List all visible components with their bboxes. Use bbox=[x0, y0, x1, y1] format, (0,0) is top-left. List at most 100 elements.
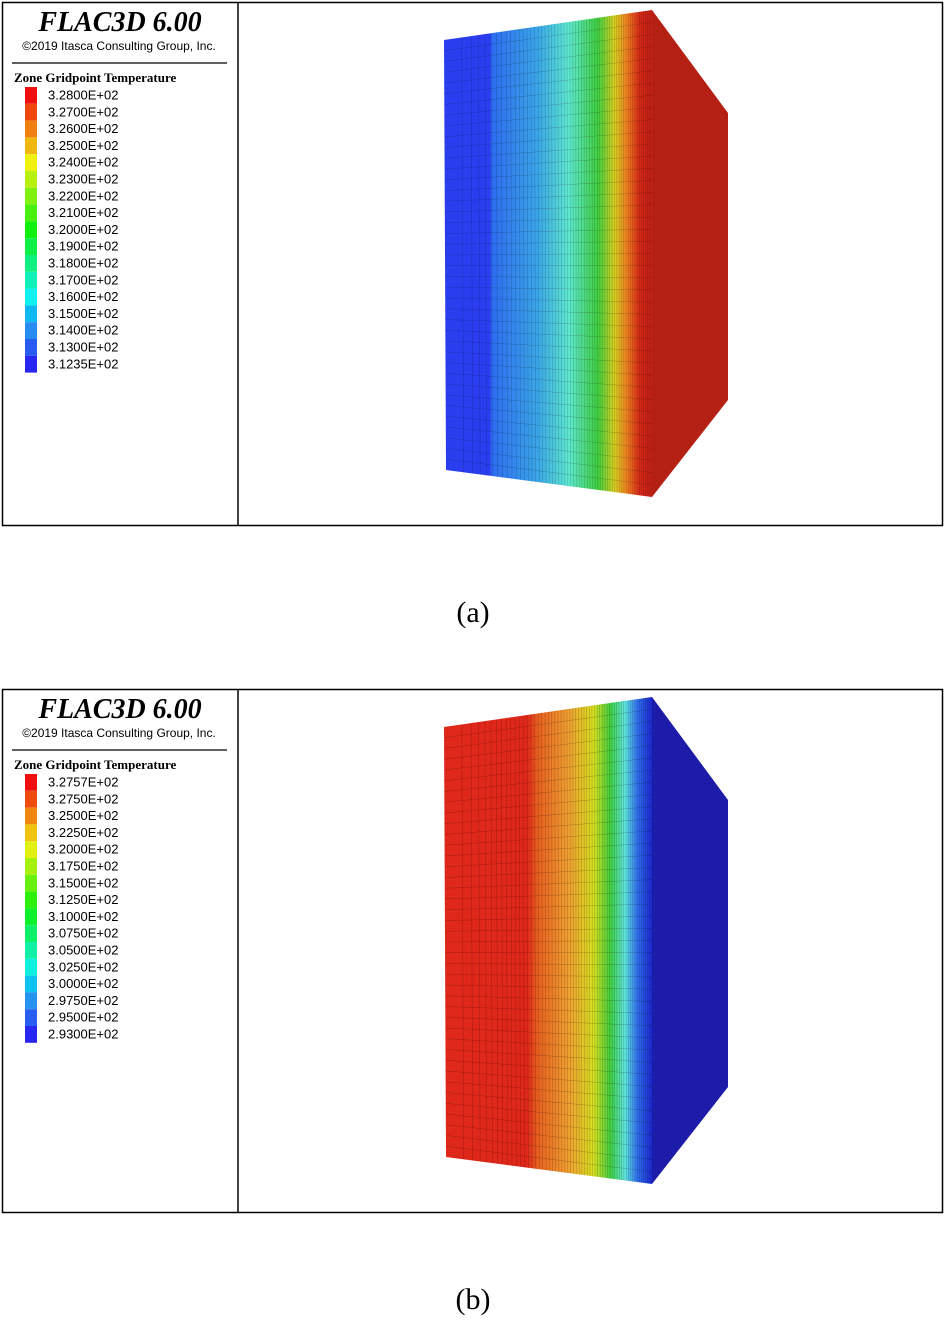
mesh-line bbox=[444, 794, 653, 814]
mesh-line bbox=[599, 704, 601, 1178]
caption: (b) bbox=[456, 1283, 491, 1316]
mesh-line bbox=[444, 830, 653, 846]
panel-frame bbox=[1, 1, 944, 527]
legend-label: 3.0750E+02 bbox=[48, 926, 118, 941]
mesh-line bbox=[596, 17, 598, 490]
legend-label: 3.1500E+02 bbox=[48, 875, 118, 890]
mesh-line bbox=[444, 708, 653, 738]
mesh-line bbox=[544, 25, 547, 484]
legend-label: 3.2500E+02 bbox=[48, 138, 118, 153]
mesh-line bbox=[586, 706, 588, 1176]
mesh-line bbox=[510, 30, 513, 479]
legend-label: 3.1750E+02 bbox=[48, 859, 118, 874]
mesh-line bbox=[541, 712, 543, 1170]
copyright: ©2019 Itasca Consulting Group, Inc. bbox=[22, 39, 216, 53]
mesh-line bbox=[444, 903, 653, 910]
legend-swatch bbox=[25, 908, 37, 926]
software-title: FLAC3D 6.00 bbox=[37, 7, 201, 38]
mesh-line bbox=[444, 70, 653, 94]
mesh-line bbox=[560, 710, 563, 1173]
mesh-line bbox=[445, 974, 653, 978]
legend-label: 2.9500E+02 bbox=[48, 1010, 118, 1025]
mesh-line bbox=[444, 842, 653, 857]
mesh-line bbox=[444, 928, 653, 932]
legend-label: 3.0500E+02 bbox=[48, 943, 118, 958]
mesh-line bbox=[591, 705, 593, 1177]
mesh-line bbox=[444, 806, 653, 824]
mesh-line bbox=[444, 745, 653, 771]
mesh-line bbox=[445, 319, 653, 327]
mesh-line bbox=[444, 155, 653, 170]
mesh-line bbox=[444, 940, 653, 943]
mesh-line bbox=[444, 94, 653, 116]
block-front bbox=[444, 697, 652, 1184]
mesh-line bbox=[444, 34, 653, 62]
mesh-line bbox=[534, 26, 536, 482]
legend-title: Zone Gridpoint Temperature bbox=[14, 757, 177, 772]
legend-swatch bbox=[25, 154, 37, 171]
legend-label: 3.2800E+02 bbox=[48, 88, 118, 103]
legend-swatch bbox=[25, 305, 37, 323]
legend-label: 3.2500E+02 bbox=[48, 808, 118, 823]
mesh-line bbox=[589, 706, 591, 1176]
legend-label: 2.9750E+02 bbox=[48, 993, 118, 1008]
legend-swatch bbox=[25, 1026, 37, 1043]
copyright: ©2019 Itasca Consulting Group, Inc. bbox=[22, 726, 216, 740]
mesh-line bbox=[445, 373, 653, 388]
mesh-line bbox=[478, 35, 481, 475]
mesh-line bbox=[445, 1070, 653, 1087]
legend-swatch bbox=[25, 774, 37, 791]
legend-swatch bbox=[25, 824, 37, 842]
mesh-line bbox=[583, 19, 585, 489]
legend-label: 3.1400E+02 bbox=[48, 323, 118, 338]
block-front bbox=[444, 10, 652, 497]
mesh-line bbox=[563, 22, 566, 486]
mesh-line bbox=[484, 721, 487, 1163]
mesh-line bbox=[445, 362, 653, 376]
legend-swatch bbox=[25, 271, 37, 289]
mesh-line bbox=[461, 724, 464, 1160]
mesh-line bbox=[569, 21, 571, 487]
mesh-line bbox=[444, 818, 653, 835]
mesh-line bbox=[445, 308, 653, 315]
mesh-line bbox=[444, 180, 653, 191]
legend-label: 3.2300E+02 bbox=[48, 172, 118, 187]
caption: (a) bbox=[456, 596, 489, 629]
legend-label: 3.2100E+02 bbox=[48, 205, 118, 220]
mesh-line bbox=[444, 58, 653, 84]
mesh-line bbox=[578, 20, 580, 488]
software-title: FLAC3D 6.00 bbox=[37, 694, 201, 725]
legend-swatch bbox=[25, 874, 37, 892]
block-side bbox=[652, 10, 728, 497]
mesh-line bbox=[444, 253, 653, 256]
legend-label: 3.1700E+02 bbox=[48, 272, 118, 287]
panel: FLAC3D 6.00©2019 Itasca Consulting Group… bbox=[1, 1, 944, 629]
mesh-line bbox=[445, 448, 653, 473]
mesh-line bbox=[444, 891, 653, 900]
mesh-line bbox=[445, 394, 653, 413]
mesh-line bbox=[599, 17, 601, 491]
mesh-line bbox=[444, 733, 653, 760]
mesh-line bbox=[445, 330, 653, 339]
mesh-line bbox=[537, 26, 540, 483]
legend-label: 3.1235E+02 bbox=[48, 356, 118, 371]
mesh-line bbox=[445, 276, 653, 279]
mesh-line bbox=[569, 708, 571, 1174]
mesh-line bbox=[526, 28, 529, 481]
mesh-line bbox=[554, 711, 556, 1172]
mesh-line bbox=[445, 1017, 653, 1026]
mesh-line bbox=[470, 723, 474, 1161]
mesh-line bbox=[444, 757, 653, 781]
legend-label: 3.2700E+02 bbox=[48, 104, 118, 119]
mesh-line bbox=[445, 459, 653, 486]
legend-swatch bbox=[25, 942, 37, 959]
mesh-line bbox=[580, 20, 583, 488]
mesh-line bbox=[490, 33, 493, 477]
mesh-line bbox=[522, 28, 525, 481]
mesh-line bbox=[470, 36, 474, 474]
mesh-line bbox=[534, 713, 536, 1169]
legend-swatch bbox=[25, 790, 37, 808]
mesh-line bbox=[445, 963, 653, 966]
mesh-line bbox=[591, 18, 593, 490]
legend-label: 3.0250E+02 bbox=[48, 959, 118, 974]
